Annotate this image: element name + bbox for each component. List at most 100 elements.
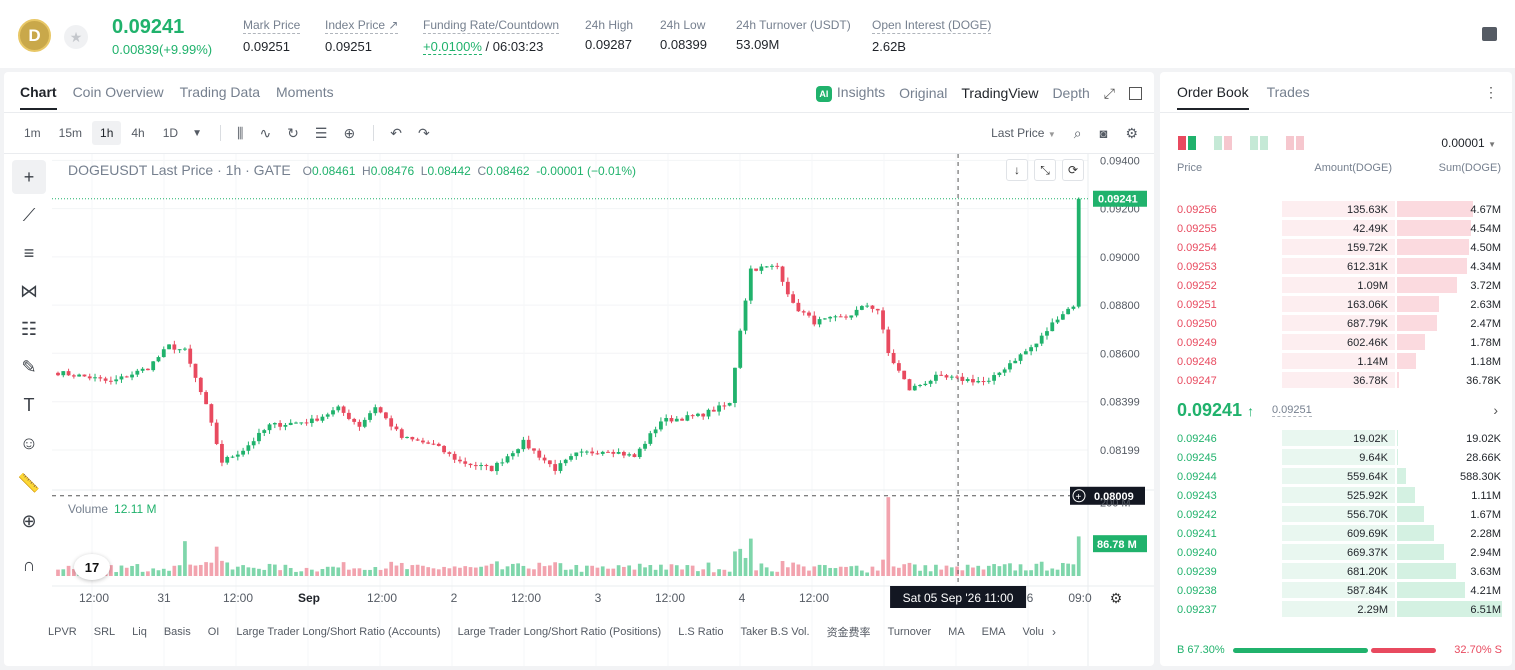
indicator-item[interactable]: MA <box>948 626 965 638</box>
compare-icon[interactable]: ↻ <box>287 124 299 141</box>
collapse-icon[interactable]: ⤡ <box>1034 159 1056 181</box>
chevron-right-icon[interactable]: › <box>1051 625 1056 639</box>
redo-icon[interactable]: ↷ <box>417 124 430 141</box>
zoom-in-icon[interactable]: ⊕ <box>21 510 37 531</box>
emoji-icon[interactable]: ☺ <box>19 432 39 453</box>
ask-row[interactable]: 0.09249 602.46K 1.78M <box>1160 333 1512 352</box>
ruler-icon[interactable]: 📏 <box>17 472 41 493</box>
indicator-item[interactable]: Large Trader Long/Short Ratio (Positions… <box>457 626 662 638</box>
bid-row[interactable]: 0.09243 525.92K 1.11M <box>1160 486 1512 505</box>
indicator-item[interactable]: EMA <box>981 626 1006 638</box>
templates-icon[interactable]: ☰ <box>314 124 328 141</box>
tab-chart[interactable]: Chart <box>20 84 57 110</box>
layout-bids-icon[interactable] <box>1250 136 1268 150</box>
candle-type-icon[interactable]: ⫼ <box>236 124 244 141</box>
bid-row[interactable]: 0.09241 609.69K 2.28M <box>1160 524 1512 543</box>
candle-body <box>341 406 346 413</box>
arrow-down-icon[interactable]: ↓ <box>1006 159 1028 181</box>
tab-moments[interactable]: Moments <box>276 84 334 100</box>
ask-row[interactable]: 0.09255 42.49K 4.54M <box>1160 219 1512 238</box>
tab-trades[interactable]: Trades <box>1266 84 1310 100</box>
price-type-select[interactable]: Last Price ▼ <box>991 126 1056 140</box>
precision-select[interactable]: 0.00001 ▼ <box>1441 136 1496 150</box>
indicator-item[interactable]: SRL <box>93 626 116 638</box>
indicator-item[interactable]: Liq <box>132 626 147 638</box>
ask-row[interactable]: 0.09252 1.09M 3.72M <box>1160 276 1512 295</box>
indicators-icon[interactable]: ∿ <box>259 124 272 141</box>
indicator-item[interactable]: Large Trader Long/Short Ratio (Accounts) <box>236 626 441 638</box>
ask-row[interactable]: 0.09254 159.72K 4.50M <box>1160 238 1512 257</box>
bid-row[interactable]: 0.09238 587.84K 4.21M <box>1160 581 1512 600</box>
ask-row[interactable]: 0.09250 687.79K 2.47M <box>1160 314 1512 333</box>
reset-icon[interactable]: ⟳ <box>1062 159 1084 181</box>
bid-row[interactable]: 0.09237 2.29M 6.51M <box>1160 600 1512 619</box>
indicator-item[interactable]: Turnover <box>887 626 932 638</box>
tab-order-book[interactable]: Order Book <box>1177 84 1249 110</box>
insights-button[interactable]: AI Insights <box>815 84 885 102</box>
candle-body <box>849 315 854 318</box>
more-menu-icon[interactable]: ⋮ <box>1484 84 1498 100</box>
timeframe-dropdown-icon[interactable]: ▼ <box>192 127 202 139</box>
window-icon[interactable] <box>1129 86 1142 100</box>
trend-line-icon[interactable]: ⟋ <box>22 204 36 225</box>
ask-row[interactable]: 0.09247 36.78K 36.78K <box>1160 371 1512 390</box>
stat-index-price[interactable]: Index Price ↗ 0.09251 <box>325 18 399 54</box>
crosshair-icon[interactable]: + <box>12 160 46 194</box>
ask-row[interactable]: 0.09253 612.31K 4.34M <box>1160 257 1512 276</box>
layout-asks-icon[interactable] <box>1286 136 1304 150</box>
magnet-icon[interactable]: ∩ <box>22 554 36 575</box>
ask-row[interactable]: 0.09251 163.06K 2.63M <box>1160 295 1512 314</box>
horizontal-lines-icon[interactable]: ≡ <box>23 242 35 263</box>
camera-icon[interactable]: ◙ <box>1099 125 1108 141</box>
layout-split-icon[interactable] <box>1214 136 1232 150</box>
timeframe-1m[interactable]: 1m <box>24 126 41 140</box>
bid-row[interactable]: 0.09246 19.02K 19.02K <box>1160 429 1512 448</box>
tab-trading-data[interactable]: Trading Data <box>179 84 261 100</box>
ask-row[interactable]: 0.09248 1.14M 1.18M <box>1160 352 1512 371</box>
pattern-icon[interactable]: ⋈ <box>20 280 38 301</box>
chevron-right-icon[interactable]: › <box>1493 402 1498 418</box>
brush-icon[interactable]: ✎ <box>21 356 37 377</box>
bid-row[interactable]: 0.09242 556.70K 1.67M <box>1160 505 1512 524</box>
plot-area[interactable]: 0.09400 0.09200 0.09000 0.08800 0.08600 0.083… <box>52 154 1154 666</box>
guide-book-icon[interactable] <box>1482 27 1497 41</box>
view-tradingview[interactable]: TradingView <box>961 85 1039 101</box>
indicator-item[interactable]: Basis <box>163 626 191 638</box>
bid-row[interactable]: 0.09244 559.64K 588.30K <box>1160 467 1512 486</box>
indicator-item[interactable]: Taker B.S Vol. <box>740 626 810 638</box>
indicator-item[interactable]: Volu <box>1022 626 1044 638</box>
add-alert-icon[interactable]: ⊕ <box>343 124 356 141</box>
volume-bar <box>198 564 203 576</box>
bid-row[interactable]: 0.09239 681.20K 3.63M <box>1160 562 1512 581</box>
text-tool-icon[interactable]: T <box>23 394 35 415</box>
indicator-item[interactable]: OI <box>207 626 220 638</box>
timeframe-4h[interactable]: 4h <box>131 126 145 140</box>
amount-bar <box>1282 258 1395 274</box>
ask-row[interactable]: 0.09256 135.63K 4.67M <box>1160 200 1512 219</box>
search-icon[interactable]: ⌕ <box>1073 124 1082 141</box>
layout-both-icon[interactable] <box>1178 136 1196 150</box>
expand-icon[interactable]: ⤢ <box>1103 84 1115 101</box>
indicator-item[interactable]: LPVR <box>48 626 77 638</box>
axis-settings-icon[interactable]: ⚙ <box>1110 590 1123 606</box>
bid-row[interactable]: 0.09240 669.37K 2.94M <box>1160 543 1512 562</box>
undo-icon[interactable]: ↶ <box>390 124 402 141</box>
timeframe-1h[interactable]: 1h <box>92 121 122 145</box>
indicator-item[interactable]: 资金费率 <box>826 627 871 639</box>
stat-label[interactable]: Index Price ↗ <box>325 18 399 34</box>
candle-body <box>87 376 92 379</box>
fib-icon[interactable]: ☷ <box>20 318 38 339</box>
row-price: 0.09239 <box>1177 566 1217 578</box>
favorite-star-icon[interactable]: ★ <box>64 25 88 49</box>
timeframe-1d[interactable]: 1D <box>162 126 179 140</box>
tradingview-logo[interactable]: 17 <box>74 554 110 580</box>
view-original[interactable]: Original <box>899 85 948 101</box>
timeframe-15m[interactable]: 15m <box>58 126 83 140</box>
volume-bar <box>262 569 267 576</box>
indicator-item[interactable]: L.S Ratio <box>678 626 724 638</box>
bid-row[interactable]: 0.09245 9.64K 28.66K <box>1160 448 1512 467</box>
gear-icon[interactable]: ⚙ <box>1125 124 1138 141</box>
view-depth[interactable]: Depth <box>1052 85 1090 101</box>
tab-coin-overview[interactable]: Coin Overview <box>72 84 164 100</box>
price-chart-svg[interactable]: 0.094000.092000.090000.088000.086000.083… <box>52 154 1154 666</box>
